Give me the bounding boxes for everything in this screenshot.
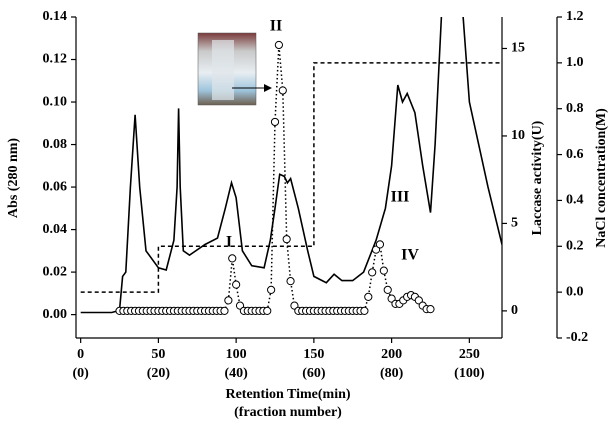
x-tick-sublabel: (0)	[73, 366, 90, 381]
laccase-point	[282, 235, 291, 244]
y3ticks-label: 1.2	[566, 9, 584, 24]
x-tick-sublabel: (80)	[380, 366, 404, 381]
x-tick-label: 200	[381, 347, 402, 362]
absorbance-line	[80, 17, 502, 314]
laccase-point	[228, 254, 237, 263]
x-tick-sublabel: (40)	[224, 366, 248, 381]
laccase-point	[383, 285, 392, 294]
y3ticks-label: 0.4	[566, 193, 584, 208]
yticks-label: 0.00	[43, 307, 68, 322]
laccase-point	[270, 117, 280, 127]
yticks-label: 0.02	[43, 264, 68, 279]
x-tick-label: 250	[459, 347, 480, 362]
laccase-point	[267, 285, 276, 294]
x-tick-label: 0	[77, 347, 84, 362]
laccase-point	[263, 306, 272, 315]
peak-label: II	[270, 18, 282, 35]
yticks-label: 0.12	[43, 52, 68, 67]
y2ticks-label: 10	[511, 128, 525, 143]
x-tick-label: 100	[226, 347, 247, 362]
peak-label: III	[391, 189, 410, 206]
x-tick-sublabel: (100)	[454, 366, 485, 381]
y3ticks-label: -0.2	[566, 330, 588, 345]
y3ticks-label: 0.8	[566, 101, 584, 116]
y3ticks-label: 0.6	[566, 147, 584, 162]
laccase-point	[426, 305, 435, 314]
laccase-point	[278, 86, 287, 95]
laccase-point	[232, 280, 241, 289]
peak-label: I	[226, 234, 232, 251]
x-tick-label: 150	[303, 347, 324, 362]
y3ticks-label: 0.2	[566, 239, 584, 254]
yticks-label: 0.04	[43, 222, 68, 237]
y-label: Abs (280 nm)	[6, 138, 21, 218]
laccase-point	[368, 268, 377, 277]
inset-photo	[197, 32, 272, 106]
laccase-point	[364, 292, 373, 301]
x-tick-sublabel: (20)	[147, 366, 171, 381]
y2ticks-label: 0	[511, 303, 518, 318]
y2-label: Laccase activity(U)	[530, 120, 545, 235]
laccase-point	[220, 306, 229, 315]
x-label: Retention Time(min)	[225, 387, 350, 402]
x-tick-label: 50	[151, 347, 165, 362]
yticks-label: 0.06	[43, 179, 68, 194]
y2ticks-label: 5	[511, 216, 518, 231]
y3-label: NaCl concentration(M)	[594, 108, 609, 248]
y2ticks-label: 15	[511, 41, 525, 56]
yticks-label: 0.10	[43, 94, 68, 109]
yticks-label: 0.08	[43, 137, 68, 152]
y3ticks-label: 1.0	[566, 55, 584, 70]
laccase-point	[375, 240, 385, 249]
peak-label: IV	[401, 247, 419, 264]
y3ticks-label: 0.0	[566, 284, 584, 299]
laccase-point	[274, 40, 283, 50]
plot-area	[80, 17, 502, 315]
yticks-label: 0.14	[43, 9, 68, 24]
laccase-point	[360, 306, 369, 315]
laccase-point	[379, 266, 388, 275]
laccase-point	[286, 277, 295, 286]
laccase-point	[224, 296, 233, 305]
x-tick-sublabel: (60)	[302, 366, 326, 381]
x-label: (fraction number)	[234, 405, 342, 420]
nacl-line	[80, 62, 502, 293]
